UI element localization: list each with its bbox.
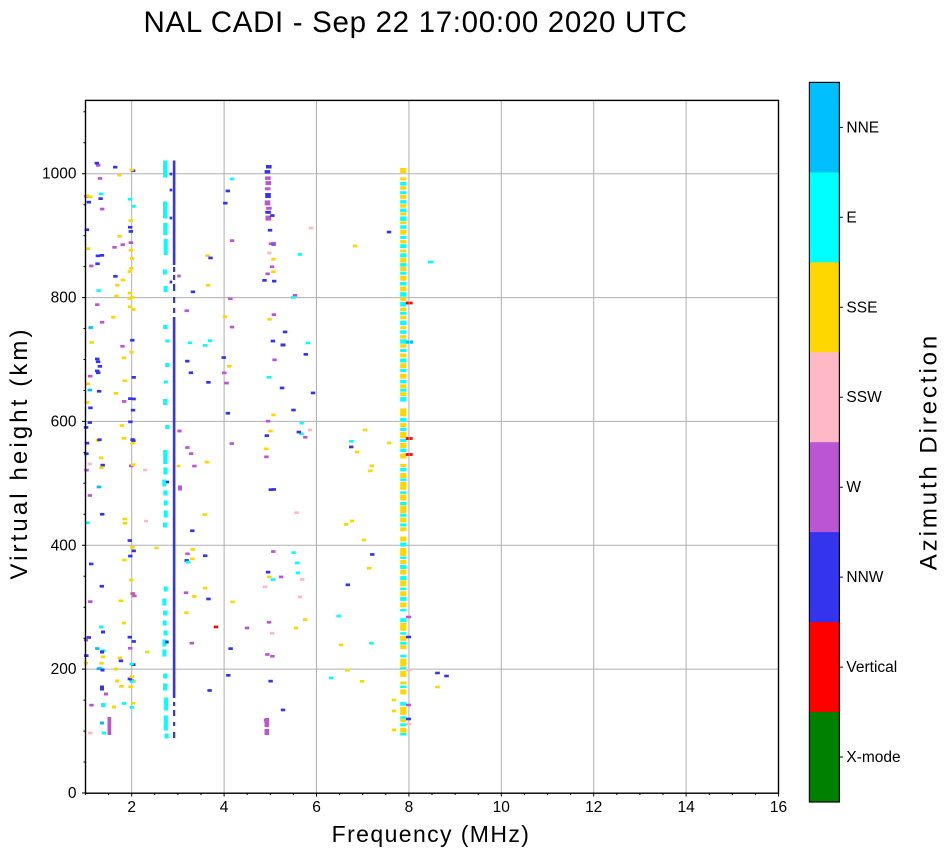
- svg-text:NNW: NNW: [846, 569, 883, 586]
- svg-text:X-mode: X-mode: [846, 749, 900, 766]
- svg-text:400: 400: [51, 537, 77, 554]
- svg-text:12: 12: [585, 799, 602, 816]
- svg-text:4: 4: [220, 799, 229, 816]
- svg-text:8: 8: [405, 799, 414, 816]
- svg-text:16: 16: [770, 799, 787, 816]
- svg-text:14: 14: [677, 799, 695, 816]
- svg-text:SSE: SSE: [846, 299, 877, 316]
- svg-text:200: 200: [51, 661, 77, 678]
- svg-text:Vertical: Vertical: [846, 659, 897, 676]
- svg-text:E: E: [846, 209, 856, 226]
- svg-text:6: 6: [312, 799, 321, 816]
- svg-text:NAL CADI - Sep 22 17:00:00 202: NAL CADI - Sep 22 17:00:00 2020 UTC: [144, 6, 688, 39]
- svg-text:0: 0: [68, 785, 77, 802]
- svg-text:W: W: [846, 479, 861, 496]
- svg-text:1000: 1000: [42, 166, 77, 183]
- svg-text:600: 600: [51, 413, 77, 430]
- svg-text:SSW: SSW: [846, 389, 882, 406]
- svg-text:Azimuth Direction: Azimuth Direction: [916, 333, 943, 570]
- svg-text:NNE: NNE: [846, 119, 879, 136]
- svg-text:800: 800: [51, 290, 77, 307]
- svg-text:Frequency (MHz): Frequency (MHz): [332, 821, 531, 847]
- svg-text:2: 2: [127, 799, 136, 816]
- svg-text:10: 10: [493, 799, 511, 816]
- svg-text:Virtual height (km): Virtual height (km): [6, 326, 33, 579]
